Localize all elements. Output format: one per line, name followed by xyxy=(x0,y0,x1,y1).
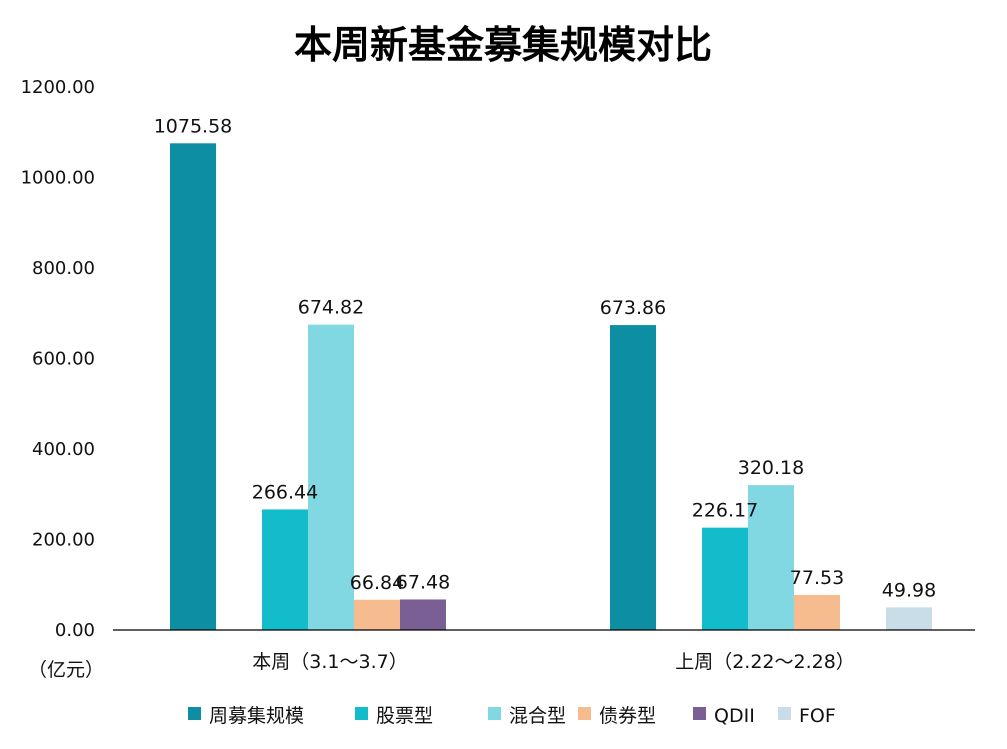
data-label: 49.98 xyxy=(882,579,936,601)
legend-label: FOF xyxy=(799,705,836,727)
legend-swatch xyxy=(693,707,706,720)
y-tick-label: 600.00 xyxy=(32,349,95,370)
bar-FOF-1 xyxy=(886,607,932,630)
data-label: 673.86 xyxy=(600,297,666,319)
legend: 周募集规模 股票型 混合型 债券型 QDII FOF xyxy=(188,705,836,727)
legend-label: 股票型 xyxy=(376,705,433,727)
category-label: 上周（2.22～2.28） xyxy=(675,651,855,673)
bar-混合型-1 xyxy=(748,485,794,630)
bar-债券型-0 xyxy=(354,599,400,630)
legend-swatch xyxy=(778,707,791,720)
legend-label: 债券型 xyxy=(599,705,656,727)
bar-混合型-0 xyxy=(308,324,354,630)
data-label: 674.82 xyxy=(298,297,364,319)
legend-swatch xyxy=(355,707,368,720)
y-tick-label: 800.00 xyxy=(32,258,95,279)
bar-债券型-1 xyxy=(794,594,840,630)
legend-swatch xyxy=(578,707,591,720)
y-tick-label: 0.00 xyxy=(55,620,95,641)
legend-swatch xyxy=(188,707,201,720)
y-tick-label: 1200.00 xyxy=(21,77,95,98)
unit-label: （亿元） xyxy=(28,659,104,681)
legend-swatch xyxy=(488,707,501,720)
bar-股票型-0 xyxy=(262,509,308,630)
data-label: 66.84 xyxy=(350,572,404,594)
data-label: 67.48 xyxy=(396,571,450,593)
data-label: 320.18 xyxy=(738,457,804,479)
data-label: 266.44 xyxy=(252,481,318,503)
y-axis: 0.00 200.00 400.00 600.00 800.00 1000.00 1200.… xyxy=(21,77,95,641)
y-tick-label: 1000.00 xyxy=(21,168,95,189)
chart-title: 本周新基金募集规模对比 xyxy=(294,23,712,67)
data-label: 77.53 xyxy=(790,567,844,589)
category-label: 本周（3.1～3.7） xyxy=(252,651,407,673)
legend-label: 混合型 xyxy=(509,705,566,727)
y-tick-label: 200.00 xyxy=(32,530,95,551)
bar-周募集规模-1 xyxy=(610,325,656,630)
bars xyxy=(170,143,932,630)
bar-QDII-0 xyxy=(400,599,446,630)
data-label: 1075.58 xyxy=(154,115,233,137)
bar-周募集规模-0 xyxy=(170,143,216,630)
y-tick-label: 400.00 xyxy=(32,439,95,460)
bar-股票型-1 xyxy=(702,527,748,630)
data-label: 226.17 xyxy=(692,500,758,522)
legend-label: QDII xyxy=(714,705,755,727)
legend-label: 周募集规模 xyxy=(209,705,304,727)
category-labels: 本周（3.1～3.7） 上周（2.22～2.28） xyxy=(252,651,855,673)
